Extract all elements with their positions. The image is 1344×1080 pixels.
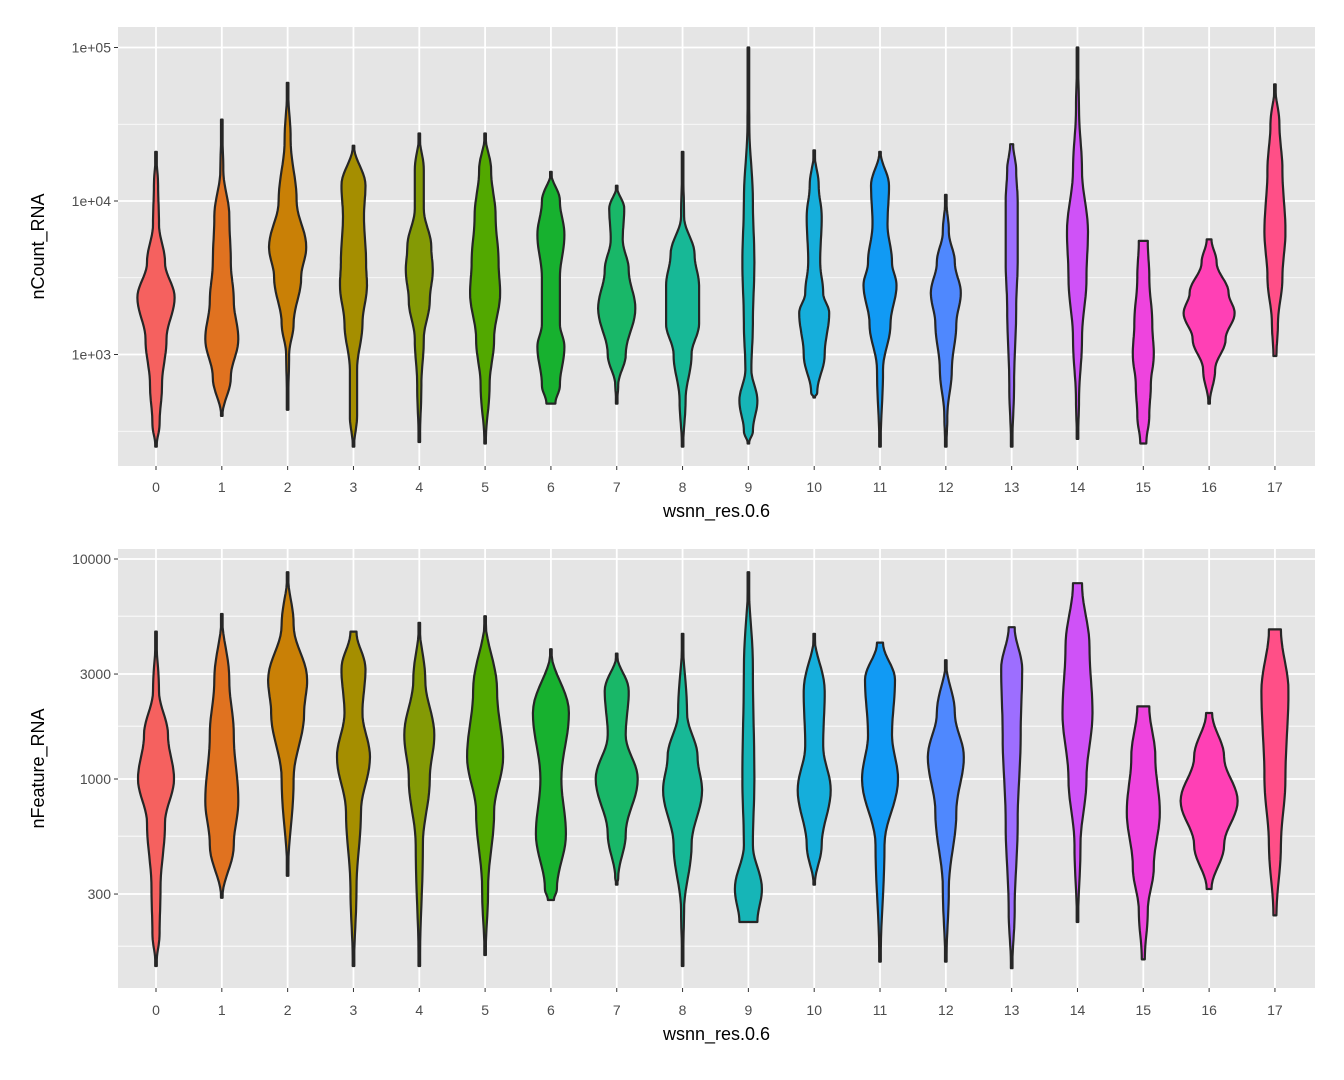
x-tick-label: 0	[152, 1002, 160, 1018]
y-tick-label: 1e+05	[72, 40, 112, 56]
x-tick-label: 10	[806, 1002, 822, 1018]
x-tick-label: 10	[806, 479, 822, 495]
x-tick-label: 6	[547, 479, 555, 495]
x-tick-label: 7	[613, 479, 621, 495]
x-tick-label: 9	[744, 1002, 752, 1018]
y-tick-label: 3000	[80, 666, 111, 682]
violin-cluster-8	[662, 632, 704, 968]
x-tick-label: 6	[547, 1002, 555, 1018]
x-tick-label: 7	[613, 1002, 621, 1018]
x-tick-label: 2	[284, 479, 292, 495]
violin-cluster-16	[1179, 711, 1239, 891]
violin-cluster-1	[204, 118, 240, 417]
violin-cluster-11	[860, 641, 900, 963]
violin-cluster-7	[597, 184, 637, 405]
violin-cluster-10	[796, 632, 832, 886]
x-axis-title: wsnn_res.0.6	[662, 1024, 770, 1045]
violin-cluster-11	[862, 150, 898, 448]
violin-cluster-15	[1125, 705, 1161, 961]
violin-cluster-9	[733, 571, 763, 924]
violin-cluster-13	[1000, 626, 1024, 970]
y-tick-label: 10000	[72, 551, 111, 567]
violin-cluster-9	[738, 46, 759, 445]
violin-cluster-14	[1061, 582, 1094, 924]
violin-cluster-3	[335, 630, 372, 968]
violin-cluster-13	[1004, 143, 1019, 448]
violin-cluster-0	[136, 150, 176, 448]
panel-background	[118, 549, 1315, 988]
x-tick-label: 4	[415, 1002, 423, 1018]
violin-cluster-6	[531, 648, 570, 902]
violin-cluster-6	[536, 170, 566, 405]
violin-cluster-2	[267, 81, 308, 411]
x-tick-label: 8	[679, 479, 687, 495]
x-tick-label: 14	[1070, 1002, 1086, 1018]
violin-cluster-15	[1131, 239, 1155, 445]
x-tick-label: 12	[938, 1002, 954, 1018]
violin-cluster-14	[1065, 46, 1090, 440]
x-tick-label: 11	[873, 1002, 888, 1018]
x-tick-label: 13	[1004, 1002, 1020, 1018]
violin-cluster-4	[404, 132, 434, 444]
violin-cluster-7	[594, 652, 639, 886]
violin-cluster-5	[466, 615, 505, 957]
x-tick-label: 16	[1201, 479, 1217, 495]
x-tick-label: 14	[1070, 479, 1086, 495]
violin-cluster-5	[469, 132, 502, 445]
y-tick-label: 1e+04	[72, 193, 112, 209]
violin-cluster-16	[1182, 238, 1236, 405]
y-tick-label: 1000	[80, 771, 111, 787]
y-tick-label: 300	[88, 886, 112, 902]
x-tick-label: 1	[218, 479, 226, 495]
x-tick-label: 12	[938, 479, 954, 495]
x-tick-label: 17	[1267, 1002, 1283, 1018]
x-tick-label: 17	[1267, 479, 1283, 495]
y-axis-title: nFeature_RNA	[28, 708, 49, 828]
x-tick-label: 11	[873, 479, 888, 495]
violin-cluster-1	[204, 612, 240, 899]
x-tick-label: 4	[415, 479, 423, 495]
violin-cluster-8	[665, 150, 701, 448]
panel-background	[118, 27, 1315, 466]
x-tick-label: 16	[1201, 1002, 1217, 1018]
x-tick-label: 0	[152, 479, 160, 495]
x-tick-label: 2	[284, 1002, 292, 1018]
x-tick-label: 3	[350, 1002, 358, 1018]
x-tick-label: 9	[744, 479, 752, 495]
violin-cluster-2	[267, 571, 309, 877]
violin-cluster-10	[798, 149, 831, 399]
x-tick-label: 13	[1004, 479, 1020, 495]
violin-cluster-0	[136, 630, 176, 968]
violin-cluster-4	[403, 621, 436, 968]
x-axis-title: wsnn_res.0.6	[662, 501, 770, 522]
x-tick-label: 15	[1136, 479, 1152, 495]
x-tick-label: 3	[350, 479, 358, 495]
violin-cluster-17	[1260, 628, 1290, 917]
violin-cluster-12	[929, 193, 962, 448]
violin-cluster-3	[338, 144, 369, 448]
y-axis-title: nCount_RNA	[28, 193, 49, 299]
x-tick-label: 5	[481, 1002, 489, 1018]
y-tick-label: 1e+03	[72, 347, 112, 363]
x-tick-label: 15	[1136, 1002, 1152, 1018]
violin-cluster-17	[1263, 83, 1287, 358]
x-tick-label: 8	[679, 1002, 687, 1018]
violin-cluster-12	[926, 659, 965, 963]
x-tick-label: 5	[481, 479, 489, 495]
x-tick-label: 1	[218, 1002, 226, 1018]
